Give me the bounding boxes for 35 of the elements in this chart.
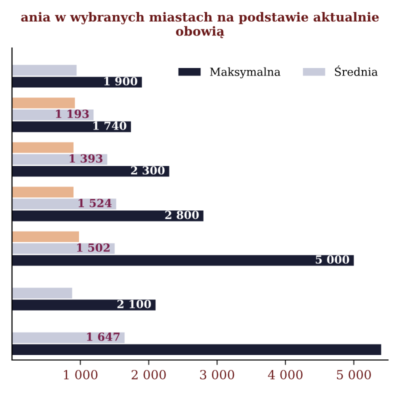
bar (12, 288, 72, 298)
bar (12, 64, 77, 76)
data-label: 1 647 (87, 332, 120, 341)
x-tick-label: 2 000 (132, 370, 166, 380)
bar (12, 231, 79, 242)
x-tick-label: 1 000 (64, 370, 98, 380)
bar (12, 154, 108, 165)
bar (12, 243, 115, 254)
data-label: 1 502 (77, 243, 110, 252)
bar (12, 121, 131, 132)
x-tick-label: 3 000 (200, 370, 234, 380)
data-label: 1 393 (70, 154, 102, 163)
bar (12, 186, 74, 198)
data-label: 1 740 (93, 122, 126, 130)
x-tick-label: 4 000 (268, 370, 303, 380)
legend-label: Maksymalna (210, 67, 280, 78)
data-label: 1 900 (104, 76, 138, 86)
x-tick-label: 5 000 (336, 370, 371, 380)
chart-title: ania w wybranych miastach na podstawie aktualnie obowią (21, 12, 379, 38)
data-label: 1 524 (78, 198, 112, 208)
bar (12, 210, 204, 222)
bar (12, 142, 74, 153)
bar (12, 255, 354, 266)
data-label: 2 100 (117, 300, 151, 308)
data-label: 5 000 (316, 255, 350, 264)
legend-label: Średnia (334, 66, 378, 76)
bar (12, 76, 142, 88)
bar (12, 344, 382, 355)
data-label: 1 193 (56, 110, 89, 118)
bar (12, 300, 156, 310)
data-label: 2 300 (131, 166, 165, 175)
bar (12, 98, 75, 108)
bar (12, 166, 170, 177)
data-label: 2 800 (165, 210, 199, 220)
bar (12, 198, 116, 210)
